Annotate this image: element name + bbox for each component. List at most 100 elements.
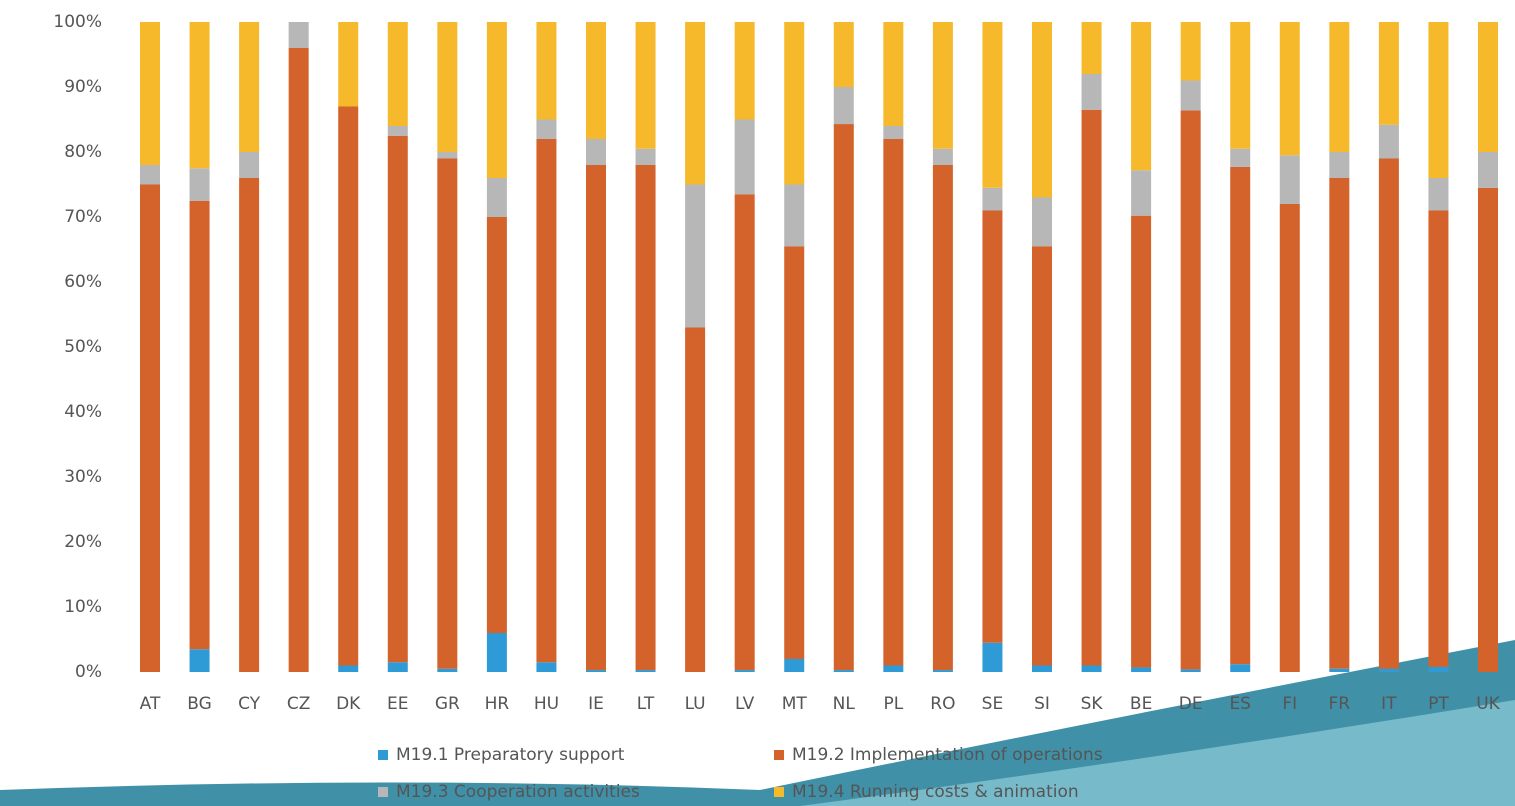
bar-segment	[734, 22, 755, 120]
bar-segment	[883, 665, 904, 672]
bar-segment	[288, 22, 309, 48]
bar-segment	[784, 22, 805, 185]
bar-segment	[734, 194, 755, 671]
bar-segment	[189, 22, 210, 169]
bar-segment	[734, 119, 755, 195]
bar-segment	[1081, 22, 1102, 74]
y-tick-label: 0%	[75, 662, 102, 682]
y-tick-label: 40%	[64, 402, 102, 422]
bar-segment	[338, 665, 359, 672]
x-tick-label: LT	[637, 694, 655, 714]
x-tick-label: NL	[833, 694, 856, 714]
x-tick-label: SK	[1081, 694, 1104, 714]
y-tick-label: 80%	[64, 142, 102, 162]
bar-segment	[536, 22, 557, 120]
bar-segment	[982, 187, 1003, 211]
bar-segment	[635, 22, 656, 149]
bar-segment	[239, 22, 260, 152]
bar-segment	[1428, 178, 1449, 211]
y-tick-label: 50%	[64, 337, 102, 357]
bar-segment	[486, 178, 507, 217]
bar-segment	[784, 659, 805, 672]
bar-segment	[1131, 170, 1152, 216]
bar-segment	[635, 148, 656, 165]
bar-segment	[140, 22, 160, 165]
bar-segment	[239, 152, 260, 178]
x-tick-label: LU	[685, 694, 706, 714]
bar-segment	[586, 22, 606, 139]
bar-segment	[982, 22, 1003, 188]
bar-segment	[784, 184, 805, 247]
bar-segment	[1032, 197, 1052, 247]
legend-label: M19.3 Cooperation activities	[396, 782, 640, 802]
bar-segment	[486, 22, 507, 178]
bar-segment	[387, 22, 408, 126]
bar-segment	[833, 670, 854, 672]
bar-segment	[1329, 668, 1350, 672]
bar-segment	[586, 165, 606, 671]
x-tick-label: SI	[1034, 694, 1050, 714]
bar-segment	[1329, 22, 1350, 152]
x-tick-label: MT	[782, 694, 808, 714]
bar-segment	[288, 48, 309, 672]
legend-swatch	[378, 750, 388, 760]
bar-segment	[486, 633, 507, 672]
bar-segment	[1081, 109, 1102, 666]
bar-segment	[1230, 166, 1251, 665]
bar-segment	[784, 246, 805, 659]
bar-segment	[1180, 80, 1201, 111]
y-tick-label: 70%	[64, 207, 102, 227]
legend-swatch	[774, 787, 784, 797]
y-tick-label: 30%	[64, 467, 102, 487]
bar-segment	[1378, 124, 1399, 159]
x-tick-label: FR	[1329, 694, 1351, 714]
x-tick-label: AT	[140, 694, 161, 714]
bar-segment	[1230, 22, 1251, 149]
x-tick-label: LV	[735, 694, 755, 714]
bar-segment	[140, 184, 160, 672]
bar-segment	[1081, 665, 1102, 672]
x-tick-label: BG	[187, 694, 212, 714]
legend-swatch	[774, 750, 784, 760]
bar-segment	[437, 668, 458, 672]
bar-segment	[1081, 74, 1102, 110]
bar-segment	[586, 139, 606, 165]
x-tick-label: PT	[1428, 694, 1449, 714]
bar-segment	[1032, 665, 1052, 672]
x-tick-label: ES	[1229, 694, 1251, 714]
bar-segment	[239, 178, 260, 672]
legend-label: M19.4 Running costs & animation	[792, 782, 1079, 802]
bar-segment	[932, 165, 953, 671]
bar-segment	[982, 642, 1003, 672]
legend-label: M19.1 Preparatory support	[396, 745, 625, 765]
bar-segment	[189, 649, 210, 672]
bar-segment	[1329, 178, 1350, 669]
bar-segment	[338, 22, 359, 107]
decor-swoosh-light	[800, 700, 1515, 806]
bar-segment	[1230, 664, 1251, 672]
bar-segment	[1478, 152, 1498, 188]
bar-segment	[140, 165, 160, 185]
bar-segment	[1131, 22, 1152, 171]
bar-segment	[1478, 22, 1498, 152]
y-tick-label: 100%	[53, 12, 102, 32]
bar-segment	[437, 158, 458, 669]
bar-segment	[1279, 22, 1300, 156]
x-tick-label: CY	[238, 694, 261, 714]
x-tick-label: DK	[336, 694, 361, 714]
x-tick-label: UK	[1476, 694, 1500, 714]
bar-segment	[437, 22, 458, 152]
bar-segment	[1131, 215, 1152, 668]
x-tick-label: BE	[1130, 694, 1152, 714]
x-tick-label: HR	[485, 694, 510, 714]
bar-segment	[833, 22, 854, 87]
bar-segment	[1230, 148, 1251, 167]
bar-segment	[833, 124, 854, 671]
bar-segment	[486, 217, 507, 633]
bar-segment	[932, 148, 953, 165]
bar-segment	[586, 670, 606, 672]
bar-segment	[1180, 110, 1201, 670]
bar-segment	[437, 152, 458, 159]
bar-segment	[982, 210, 1003, 643]
